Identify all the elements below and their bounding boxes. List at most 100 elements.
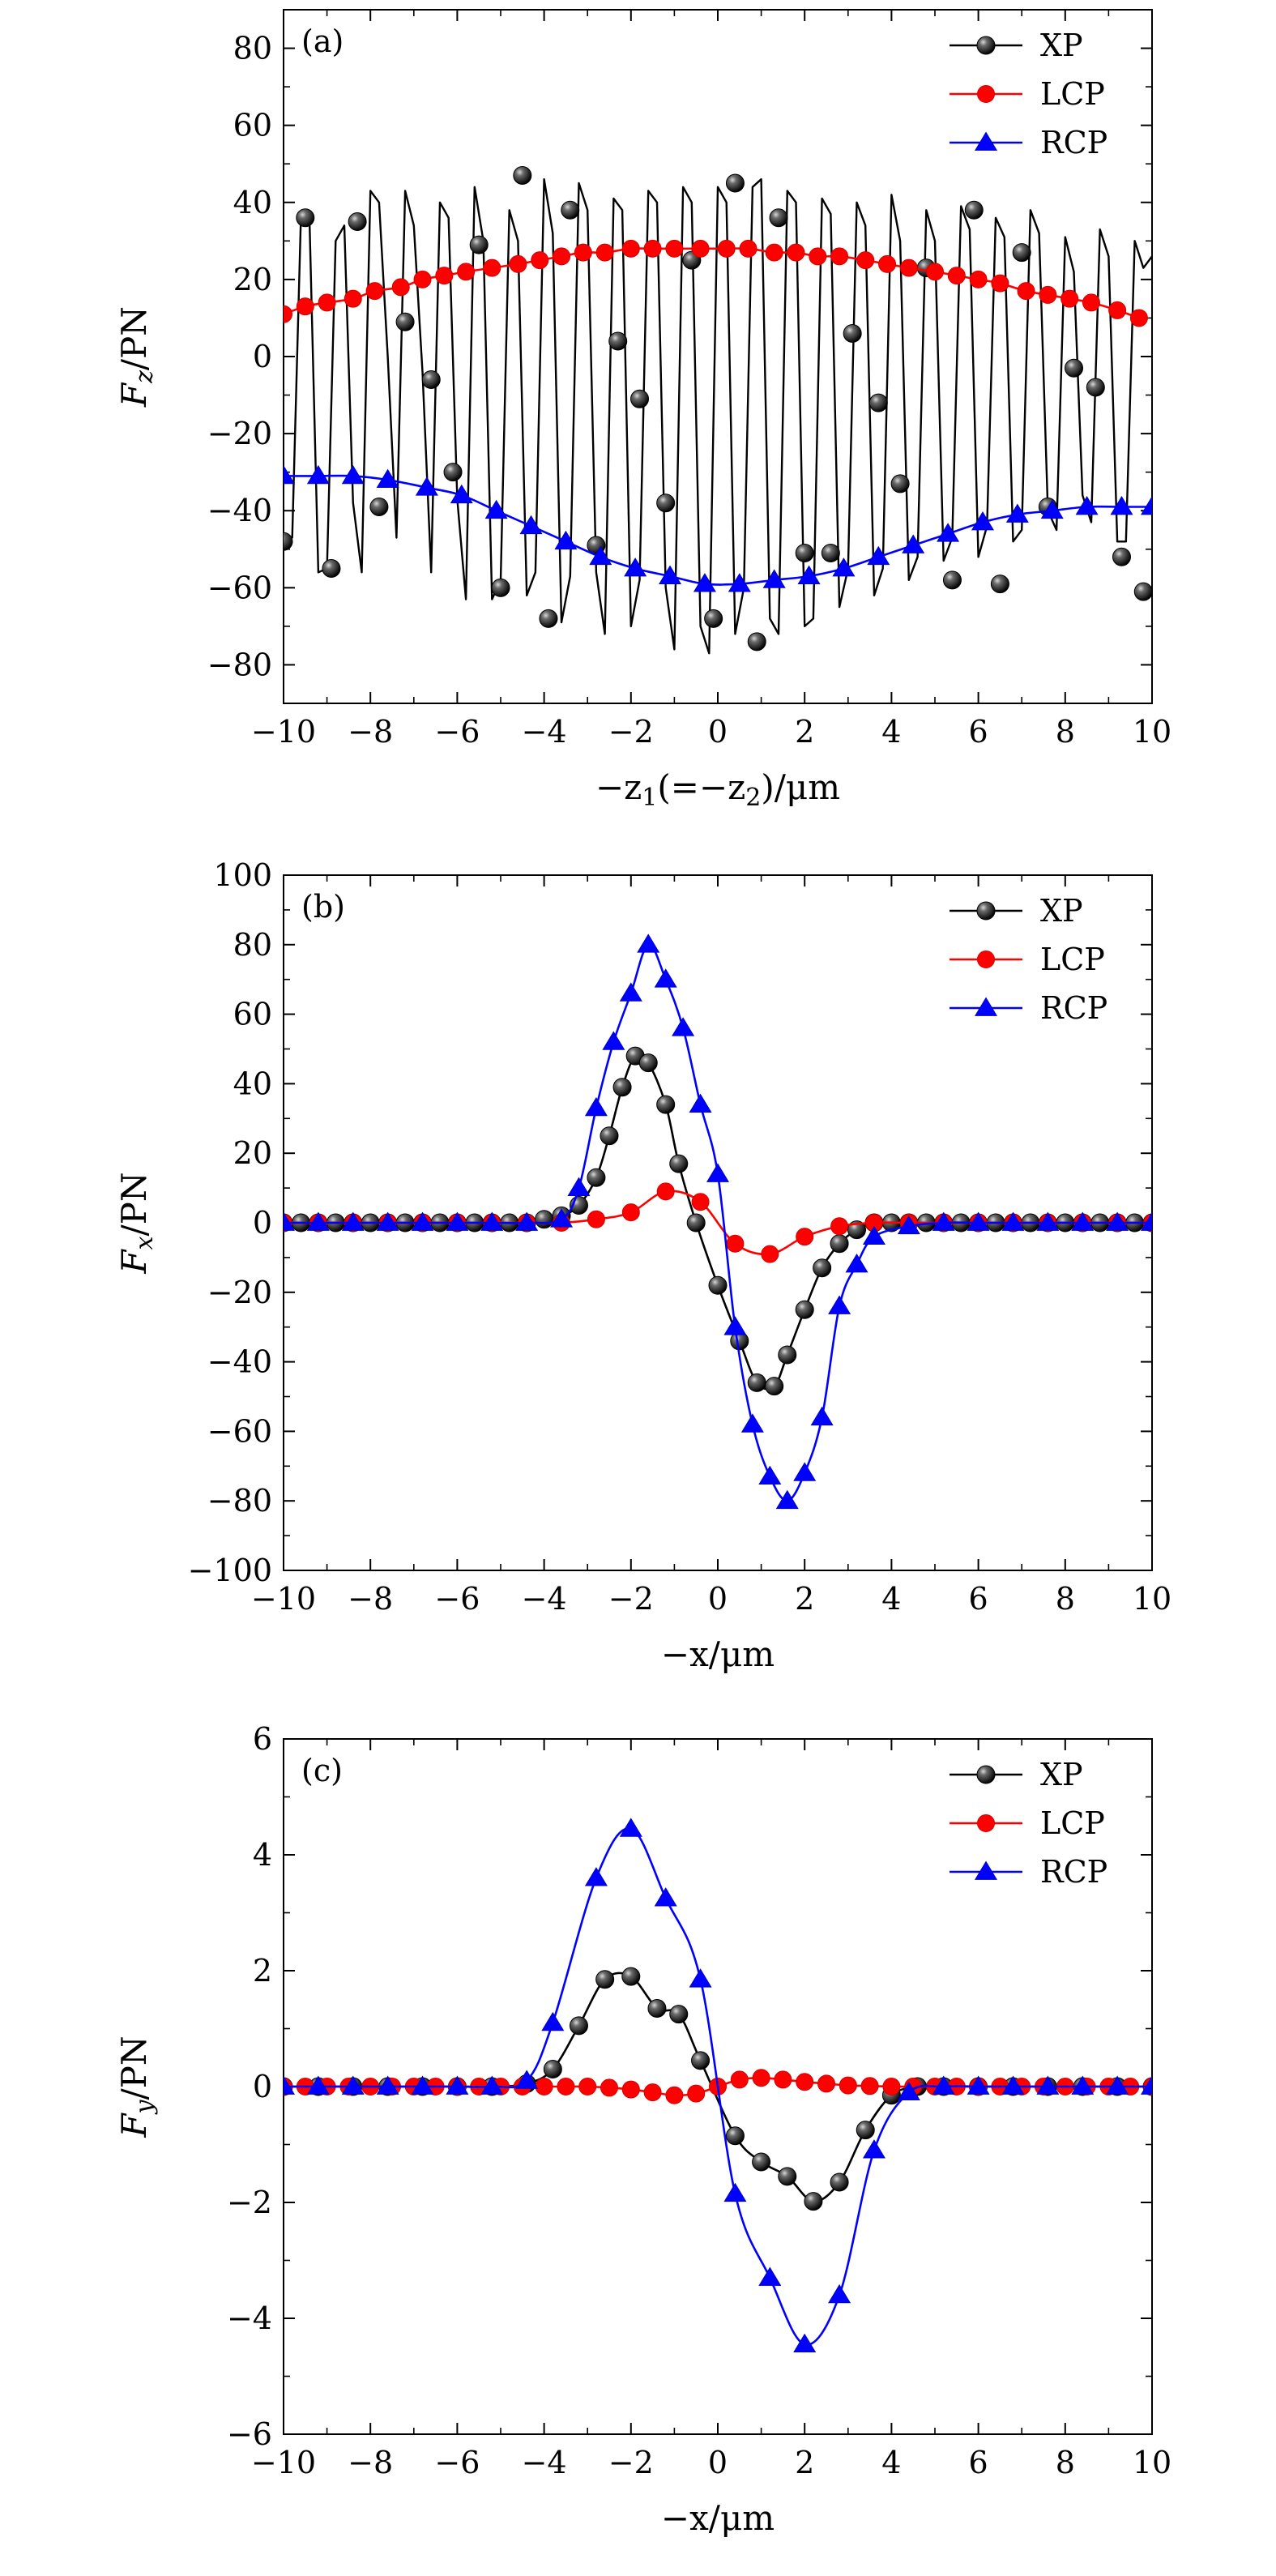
data-point: [435, 267, 454, 285]
data-point: [515, 2070, 539, 2089]
data-point: [689, 1093, 712, 1113]
data-point: [602, 1031, 625, 1050]
data-point: [730, 2070, 749, 2089]
data-point: [775, 1489, 799, 1510]
data-point: [638, 1053, 658, 1073]
series-rcp: [284, 464, 1152, 592]
data-point: [513, 165, 532, 185]
data-point: [574, 243, 592, 262]
y-axis-label-base: F: [114, 382, 154, 408]
x-tick-label: 4: [881, 2445, 901, 2480]
data-point: [1140, 2075, 1152, 2095]
y-tick-label: 80: [233, 927, 272, 963]
y-tick-label: 80: [233, 31, 272, 66]
data-point: [725, 173, 745, 193]
data-point: [557, 2078, 575, 2095]
data-point: [1106, 1211, 1129, 1231]
series-line-lcp: [284, 247, 1140, 319]
x-tick-label: 8: [1056, 714, 1075, 750]
data-point: [376, 2075, 399, 2095]
series-lcp: [284, 239, 1148, 327]
data-point: [832, 557, 856, 577]
data-point: [480, 1211, 504, 1231]
data-point: [656, 1095, 676, 1114]
y-tick-label: −100: [188, 1553, 272, 1588]
data-point: [1065, 358, 1084, 378]
x-tick-label: 0: [708, 1581, 728, 1617]
data-point: [830, 1217, 849, 1236]
data-point: [318, 293, 336, 312]
data-point: [1001, 2075, 1025, 2095]
data-point: [723, 1316, 747, 1335]
data-point: [669, 1154, 689, 1173]
data-point: [693, 573, 716, 592]
x-tick-label: −8: [348, 2445, 393, 2480]
data-point: [747, 1373, 766, 1392]
data-point: [296, 297, 314, 316]
data-point: [554, 530, 578, 550]
chart-panel-2: −10 −8 −6 −4 −2 0 2 4 6 8 10 −6 −4 −2 0 2 4 6 (c) Fy/PN −x/μ…: [114, 1721, 1171, 2538]
data-point: [795, 544, 814, 563]
data-point: [411, 2075, 434, 2095]
data-point: [1071, 1211, 1095, 1231]
data-point: [480, 2075, 504, 2095]
data-point: [856, 251, 875, 270]
x-tick-label: 0: [708, 2445, 728, 2480]
data-point: [578, 2078, 597, 2095]
y-tick-label: −40: [207, 493, 272, 528]
data-point: [862, 2139, 886, 2159]
x-axis-label: −x/μm: [661, 2498, 775, 2538]
legend-label: XP: [1040, 1757, 1083, 1792]
x-tick-label: 4: [881, 1581, 901, 1617]
data-point: [284, 1211, 296, 1231]
data-point: [964, 200, 984, 220]
data-point: [446, 1211, 469, 1231]
data-point: [758, 2266, 782, 2286]
data-point: [550, 1208, 574, 1228]
x-axis-label-part: −x/μm: [661, 2498, 775, 2538]
data-point: [752, 2069, 770, 2087]
legend-label: LCP: [1040, 1805, 1105, 1841]
data-point: [413, 270, 432, 288]
data-point: [882, 2078, 901, 2095]
data-point: [587, 1210, 605, 1228]
legend-label: XP: [1040, 28, 1083, 63]
data-point: [739, 239, 757, 258]
data-point: [706, 1163, 730, 1182]
x-axis-label-part: −z: [595, 767, 642, 807]
data-point: [778, 1345, 797, 1365]
data-point: [669, 2005, 689, 2024]
data-point: [932, 1211, 955, 1231]
x-tick-label: 10: [1133, 714, 1171, 750]
data-point: [450, 484, 473, 504]
x-tick-label: −4: [522, 1581, 567, 1617]
x-tick-label: 8: [1056, 2445, 1075, 2480]
data-point: [967, 1211, 990, 1231]
data-point: [1140, 1211, 1152, 1231]
data-point: [932, 2075, 955, 2095]
data-point: [561, 200, 580, 220]
data-point: [322, 559, 341, 579]
data-point: [1140, 495, 1152, 515]
y-axis-label-subscript: z: [130, 370, 159, 384]
data-point: [665, 2086, 684, 2104]
data-point: [621, 2080, 640, 2099]
y-axis-label-base: F: [114, 1249, 154, 1275]
panel-label: (b): [301, 889, 345, 925]
legend-label: LCP: [1040, 76, 1105, 112]
data-point: [541, 2011, 565, 2031]
legend-marker: [974, 131, 998, 151]
y-tick-label: −80: [207, 1483, 272, 1519]
y-tick-label: −20: [207, 1275, 272, 1310]
plot-area: [284, 933, 1152, 1510]
y-tick-label: 0: [253, 2069, 272, 2104]
data-point: [990, 575, 1009, 594]
data-point: [765, 1377, 784, 1396]
data-point: [600, 1126, 619, 1146]
data-point: [1036, 1211, 1060, 1231]
x-axis-label-part: (=−z: [657, 767, 745, 807]
data-point: [656, 493, 676, 513]
data-point: [621, 1203, 640, 1222]
x-tick-label: 6: [969, 2445, 988, 2480]
y-axis-label: Fy/PN: [114, 2036, 159, 2138]
